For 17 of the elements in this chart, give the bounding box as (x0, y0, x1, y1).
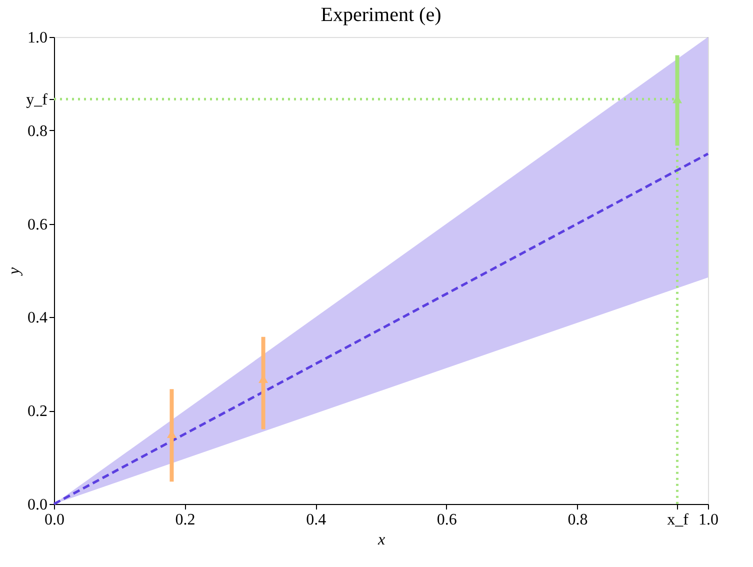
x-tick-label: 0.0 (44, 512, 64, 528)
y-tick-label: 0.6 (28, 216, 48, 234)
y-tick-label: 0.8 (28, 122, 48, 140)
x-axis-title: x (376, 532, 386, 548)
y-axis-title: y (6, 266, 24, 277)
x-tick-label: x_f (667, 512, 690, 528)
x-tick-label: 0.8 (568, 512, 588, 528)
y-tick-label: 0.2 (28, 403, 48, 420)
x-tick-label: 0.4 (306, 512, 326, 528)
x-tick-label: 0.2 (175, 512, 196, 528)
y-tick-label: 0.4 (28, 310, 48, 327)
y-tick-label: 1.0 (28, 30, 48, 46)
chart-title: Experiment (e) (320, 4, 442, 26)
x-tick-label: 0.6 (436, 512, 457, 528)
y-tick-label: y_f (26, 92, 48, 109)
y-tick-label: 0.0 (28, 496, 48, 514)
x-tick-label: 1.0 (698, 512, 718, 528)
